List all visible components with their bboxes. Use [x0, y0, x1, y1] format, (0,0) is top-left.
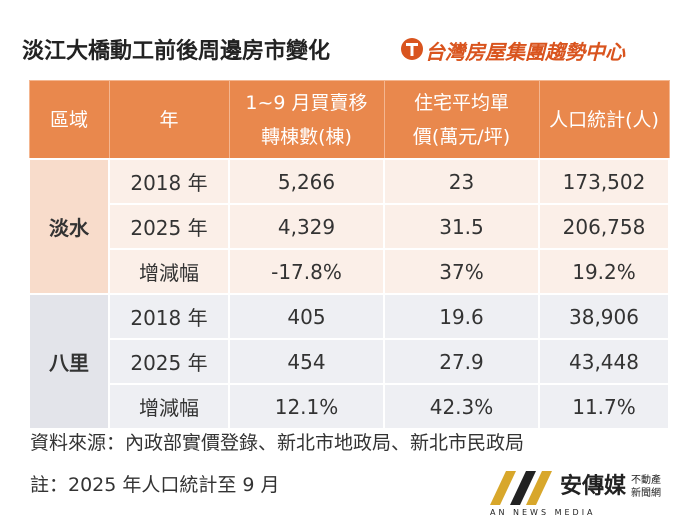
header-cell: 人口統計(人) [538, 80, 670, 160]
table-cell: 206,758 [538, 203, 670, 250]
table-cell: 4,329 [228, 203, 385, 250]
source: 資料來源：內政部實價登錄、新北市地政局、新北市民政局 [30, 432, 525, 454]
table-cell: 2018 年 [108, 158, 230, 205]
table-cell: 19.6 [383, 293, 540, 340]
table-cell: 27.9 [383, 338, 540, 385]
table-row: 2025 年 4,329 31.5 206,758 [29, 203, 670, 250]
watermark-english: AN NEWS MEDIA [490, 508, 596, 517]
table-cell: 12.1% [228, 383, 385, 430]
table-cell: 173,502 [538, 158, 670, 205]
table-cell: 31.5 [383, 203, 540, 250]
watermark: 安傳媒 不動產 新聞網 AN NEWS MEDIA [490, 471, 661, 517]
table-row: 2025 年 454 27.9 43,448 [29, 338, 670, 385]
header-row: 區域 年 1~9 月買賣移 轉棟數(棟) 住宅平均單價(萬元/坪) 人口統計(人) [28, 80, 670, 160]
table-cell: 37% [383, 248, 540, 295]
header-line: 1~9 月買賣移 [245, 91, 368, 114]
header-line: 轉棟數(棟) [261, 125, 352, 148]
logo-icon [401, 38, 423, 60]
table-cell: 42.3% [383, 383, 540, 430]
table-cell: 405 [228, 293, 385, 340]
table-cell: 2025 年 [108, 338, 230, 385]
table-cell: -17.8% [228, 248, 385, 295]
table-body: 淡水 2018 年 5,266 23 173,502 2025 年 4,329 31.5 206… [28, 158, 670, 430]
watermark-sub: 不動產 [631, 473, 661, 486]
table-cell: 19.2% [538, 248, 670, 295]
header-cell: 年 [108, 80, 230, 160]
region-cell: 八里 [28, 293, 110, 430]
table-row: 增減幅 -17.8% 37% 19.2% [29, 248, 670, 295]
watermark-brand: 安傳媒 [560, 473, 627, 499]
table-row: 淡水 2018 年 5,266 23 173,502 [28, 158, 670, 295]
table-cell: 23 [383, 158, 540, 205]
table-cell: 2025 年 [108, 203, 230, 250]
table-cell: 454 [228, 338, 385, 385]
logo-text: 台灣房屋集團趨勢中心 [425, 40, 625, 64]
region-cell: 淡水 [28, 158, 110, 295]
table-cell: 2018 年 [108, 293, 230, 340]
note: 註：2025 年人口統計至 9 月 [30, 474, 280, 496]
header-line: 價(萬元/坪) [412, 125, 511, 148]
table-cell: 11.7% [538, 383, 670, 430]
table-cell: 5,266 [228, 158, 385, 205]
table-cell: 增減幅 [108, 248, 230, 295]
table-cell: 38,906 [538, 293, 670, 340]
watermark-sub: 新聞網 [631, 486, 661, 499]
table-row: 增減幅 12.1% 42.3% 11.7% [29, 383, 670, 430]
data-table: 區域 年 1~9 月買賣移 轉棟數(棟) 住宅平均單價(萬元/坪) 人口統計(人)… [28, 80, 670, 430]
header-cell: 1~9 月買賣移 轉棟數(棟) [228, 80, 385, 160]
header-cell: 住宅平均單價(萬元/坪) [383, 80, 540, 160]
header-cell: 區域 [28, 80, 110, 160]
table-cell: 增減幅 [108, 383, 230, 430]
table-row: 八里 2018 年 405 19.6 38,906 [28, 293, 670, 430]
header-line: 住宅平均單 [413, 91, 509, 114]
table-cell: 43,448 [538, 338, 670, 385]
title: 淡江大橋動工前後周邊房市變化 [22, 39, 331, 64]
